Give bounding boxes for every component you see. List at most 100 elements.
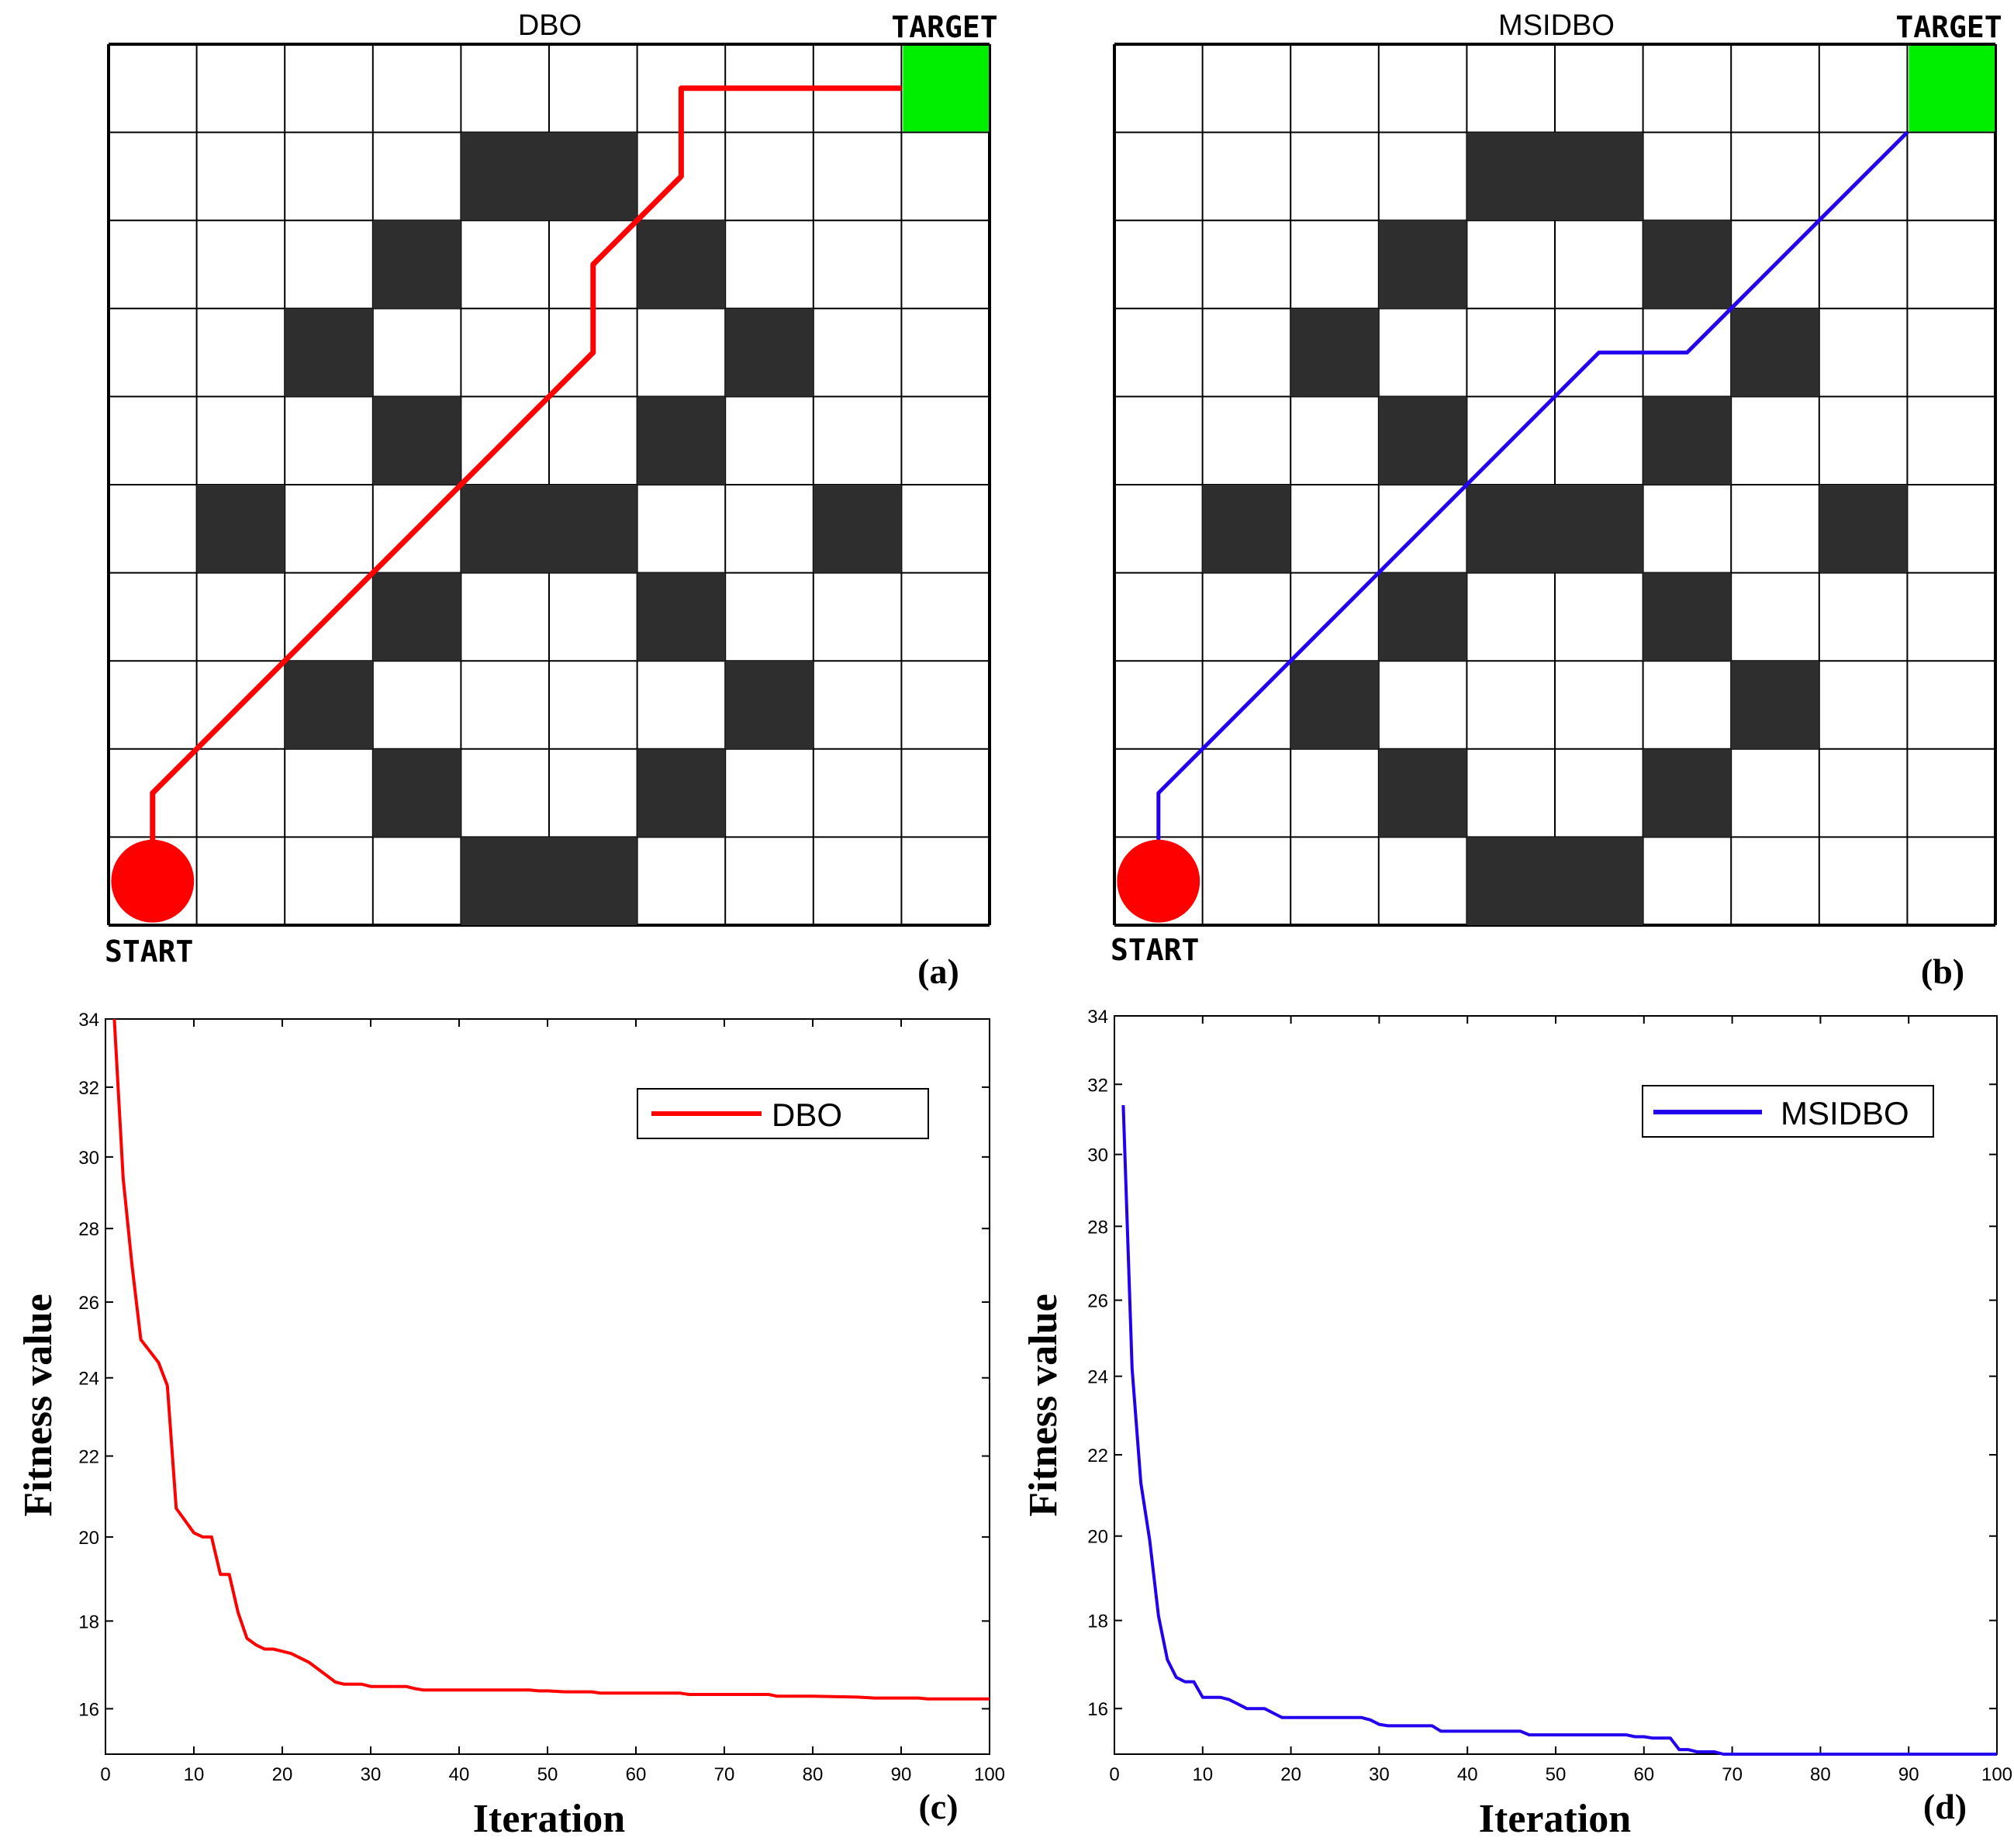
obstacle-cell-a-11: [813, 485, 902, 573]
x-axis-label-d: Iteration: [1479, 1797, 1631, 1841]
obstacle-cell-a-0: [461, 132, 549, 221]
grid-panel-a: DBO TARGET START (a): [105, 9, 998, 991]
x-tick-label-d-6: 60: [1633, 1764, 1654, 1785]
x-ticks-d: 0 10 20 30 40 50 60 70 80 90 100: [1109, 1016, 2012, 1785]
grid-title-a: DBO: [518, 9, 582, 42]
obstacle-cell-a-10: [549, 485, 637, 573]
y-tick-label-d-4: 24: [1087, 1367, 1108, 1388]
y-tick-label-d-3: 22: [1087, 1446, 1108, 1466]
legend-d: MSIDBO: [1642, 1085, 1934, 1138]
start-label-a: START: [105, 934, 193, 969]
obstacle-cell-a-18: [461, 837, 549, 925]
y-tick-label-c-1: 18: [78, 1611, 99, 1632]
obstacle-cell-b-19: [1555, 837, 1643, 925]
obstacle-cell-b-9: [1466, 485, 1555, 573]
obstacle-cell-b-2: [1378, 220, 1467, 309]
obstacle-cell-a-13: [637, 572, 726, 661]
x-tick-label-c-4: 40: [449, 1764, 470, 1785]
grid-title-b: MSIDBO: [1498, 9, 1615, 42]
obstacle-cell-a-4: [285, 308, 373, 397]
x-tick-label-d-9: 90: [1898, 1764, 1919, 1785]
plot-frame-c: [105, 1018, 990, 1755]
start-marker-a: [111, 839, 195, 923]
start-marker-b: [1117, 839, 1200, 923]
obstacle-cell-b-17: [1643, 748, 1732, 838]
obstacle-cell-b-14: [1290, 661, 1379, 749]
panel-label-b: (b): [1921, 952, 1964, 991]
series-line-dbo: [112, 1018, 990, 1701]
y-tick-label-c-2: 20: [78, 1528, 99, 1549]
obstacle-cell-b-11: [1819, 485, 1908, 573]
y-ticks-d: 16 18 20 22 24 26 28 30 32 34: [1087, 1007, 1997, 1720]
obstacles-b: [1202, 132, 1908, 925]
obstacle-cell-b-6: [1378, 396, 1467, 485]
x-tick-label-c-1: 10: [184, 1764, 205, 1785]
obstacle-cell-a-5: [725, 308, 814, 397]
obstacle-cell-a-8: [196, 485, 285, 573]
y-tick-label-d-9: 34: [1087, 1007, 1108, 1028]
y-axis-label-d: Fitness value: [1021, 1294, 1066, 1516]
obstacles-a: [196, 132, 902, 925]
obstacle-cell-a-12: [372, 572, 461, 661]
target-cell-a: [903, 46, 989, 132]
obstacle-cell-a-7: [637, 396, 726, 485]
obstacle-cell-b-10: [1555, 485, 1643, 573]
y-ticks-c: 16 18 20 22 24 26 28 30 32 34: [78, 1010, 990, 1720]
obstacle-cell-a-16: [372, 748, 461, 838]
target-label-b: TARGET: [1895, 10, 2002, 44]
x-tick-label-c-9: 90: [891, 1764, 912, 1785]
obstacle-cell-b-5: [1731, 308, 1819, 397]
obstacle-cell-a-14: [285, 661, 373, 749]
panel-label-d: (d): [1923, 1787, 1967, 1826]
obstacle-cell-b-13: [1643, 572, 1732, 661]
x-tick-label-c-0: 0: [100, 1764, 110, 1785]
obstacle-cell-a-3: [637, 220, 726, 309]
x-tick-label-d-7: 70: [1722, 1764, 1743, 1785]
convergence-plot-c: 16 18 20 22 24 26 28 30 32 34 0 10 20 30 40 50 60 70 80 90…: [16, 1010, 1005, 1841]
y-tick-label-c-8: 32: [78, 1078, 99, 1099]
x-tick-label-c-8: 80: [803, 1764, 824, 1785]
x-tick-label-d-1: 10: [1192, 1764, 1213, 1785]
obstacle-cell-b-15: [1731, 661, 1819, 749]
y-tick-label-c-3: 22: [78, 1447, 99, 1468]
y-tick-label-c-7: 30: [78, 1148, 99, 1169]
x-tick-label-c-2: 20: [272, 1764, 293, 1785]
y-tick-label-c-4: 24: [78, 1369, 99, 1390]
x-tick-label-d-8: 80: [1810, 1764, 1831, 1785]
target-cell-b: [1909, 46, 1995, 132]
obstacle-cell-a-1: [549, 132, 637, 221]
x-axis-label-c: Iteration: [473, 1797, 625, 1841]
x-tick-label-d-2: 20: [1280, 1764, 1301, 1785]
x-tick-label-d-5: 50: [1546, 1764, 1567, 1785]
x-tick-label-d-0: 0: [1109, 1764, 1119, 1785]
x-tick-label-c-6: 60: [626, 1764, 647, 1785]
obstacle-cell-b-3: [1643, 220, 1732, 309]
legend-c: DBO: [637, 1088, 929, 1139]
series-line-msidbo: [1121, 1105, 1997, 1756]
obstacle-cell-b-0: [1466, 132, 1555, 221]
y-tick-label-d-0: 16: [1087, 1699, 1108, 1720]
x-tick-label-c-5: 50: [537, 1764, 558, 1785]
legend-label-dbo: DBO: [772, 1097, 842, 1133]
obstacle-cell-b-12: [1378, 572, 1467, 661]
x-ticks-c: 0 10 20 30 40 50 60 70 80 90 100: [100, 1019, 1005, 1785]
obstacle-cell-b-4: [1290, 308, 1379, 397]
obstacle-cell-b-1: [1555, 132, 1643, 221]
y-tick-label-d-5: 26: [1087, 1291, 1108, 1312]
y-tick-label-c-0: 16: [78, 1699, 99, 1720]
y-tick-label-c-5: 26: [78, 1293, 99, 1314]
y-tick-label-d-1: 18: [1087, 1611, 1108, 1632]
obstacle-cell-a-2: [372, 220, 461, 309]
y-tick-label-d-2: 20: [1087, 1527, 1108, 1548]
x-tick-label-c-10: 100: [974, 1764, 1005, 1785]
start-label-b: START: [1111, 933, 1199, 967]
x-tick-label-d-4: 40: [1457, 1764, 1478, 1785]
obstacle-cell-b-7: [1643, 396, 1732, 485]
y-tick-label-d-6: 28: [1087, 1217, 1108, 1238]
x-tick-label-d-3: 30: [1369, 1764, 1390, 1785]
legend-label-msidbo: MSIDBO: [1781, 1095, 1909, 1131]
obstacle-cell-b-16: [1378, 748, 1467, 838]
panel-label-a: (a): [917, 952, 959, 991]
